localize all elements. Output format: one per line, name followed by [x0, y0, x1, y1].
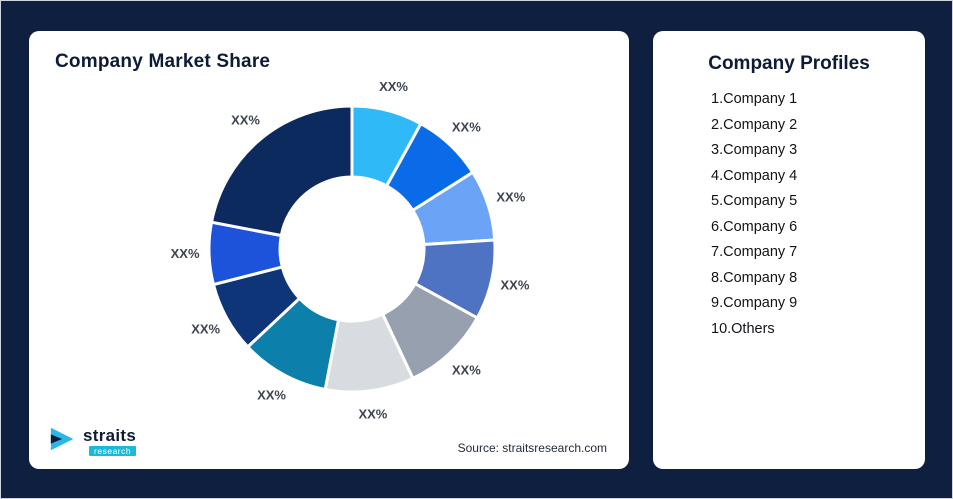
- straits-research-logo: straits research: [49, 424, 137, 459]
- slice-label: XX%: [452, 119, 481, 134]
- market-share-card: Company Market Share XX% XX% XX% XX% XX% XX% X…: [29, 31, 629, 469]
- straits-logo-icon: [49, 424, 77, 459]
- donut-slice: [210, 104, 354, 238]
- logo-name: straits: [83, 425, 137, 445]
- donut-chart: XX% XX% XX% XX% XX% XX% XX% XX% XX% XX%: [29, 73, 629, 473]
- source-attribution: Source: straitsresearch.com: [457, 441, 607, 455]
- list-item: 5.Company 5: [711, 193, 798, 209]
- slice-label: XX%: [171, 246, 200, 261]
- donut-chart-svg: XX% XX% XX% XX% XX% XX% XX% XX% XX% XX%: [171, 79, 530, 422]
- slice-label: XX%: [501, 277, 530, 292]
- list-item: 1.Company 1: [711, 91, 798, 107]
- slice-label: XX%: [257, 387, 286, 402]
- logo-text: straits research: [83, 425, 137, 457]
- chart-title: Company Market Share: [55, 51, 271, 72]
- slice-label: XX%: [496, 189, 525, 204]
- slice-label: XX%: [191, 321, 220, 336]
- list-item: 7.Company 7: [711, 244, 798, 260]
- list-item: 9.Company 9: [711, 295, 798, 311]
- list-item: 10.Others: [711, 320, 775, 337]
- list-item: 4.Company 4: [711, 167, 798, 184]
- slice-label: XX%: [379, 79, 408, 94]
- slice-label: XX%: [452, 363, 481, 378]
- company-profiles-card: Company Profiles 1.Company 1 2.Company 2 3…: [653, 31, 925, 469]
- company-list: 1.Company 1 2.Company 2 3.Company 3 4.Compa…: [653, 91, 925, 337]
- logo-subtitle: research: [89, 445, 137, 457]
- slice-label: XX%: [358, 407, 387, 422]
- list-item: 2.Company 2: [711, 116, 798, 133]
- slice-label: XX%: [231, 112, 260, 127]
- list-item: 6.Company 6: [711, 218, 798, 235]
- profiles-title: Company Profiles: [708, 53, 870, 74]
- list-item: 3.Company 3: [711, 142, 798, 158]
- list-item: 8.Company 8: [711, 269, 798, 286]
